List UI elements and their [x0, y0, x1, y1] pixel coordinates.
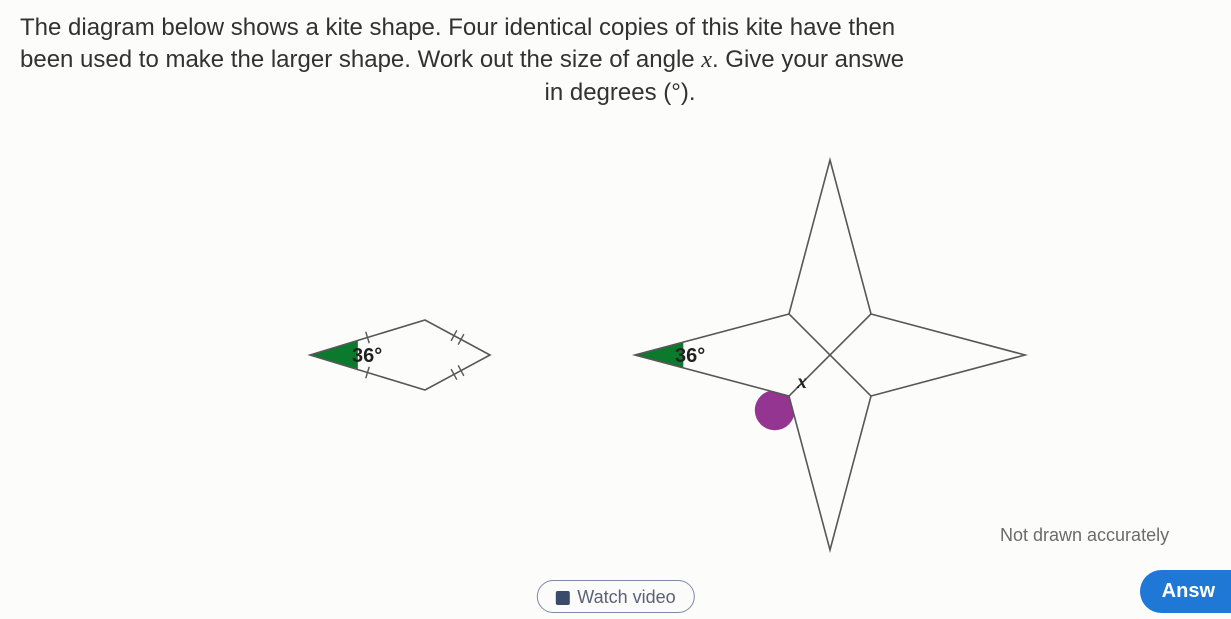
star-angle-label: 36°: [675, 345, 705, 367]
problem-line-2: been used to make the larger shape. Work…: [20, 44, 1220, 76]
watch-video-button[interactable]: Watch video: [536, 580, 694, 613]
diagram-stage: 36° 36° x: [0, 135, 1231, 575]
star-shape: 36° x: [635, 160, 1025, 550]
angle-x-marker: [755, 391, 794, 430]
answer-button[interactable]: Answ: [1140, 570, 1231, 613]
kite-shape: 36°: [310, 320, 490, 390]
not-drawn-accurately-label: Not drawn accurately: [1000, 525, 1169, 546]
angle-x-label: x: [796, 371, 807, 393]
problem-line-3: in degrees (°).: [20, 77, 1220, 109]
video-icon: [555, 591, 569, 605]
kite-angle-marker: [310, 340, 358, 369]
kite-angle-label: 36°: [352, 345, 382, 367]
problem-statement: The diagram below shows a kite shape. Fo…: [20, 12, 1220, 109]
answer-button-label: Answ: [1162, 580, 1215, 602]
problem-line-1: The diagram below shows a kite shape. Fo…: [20, 12, 1220, 44]
diagram-svg: 36° 36° x: [0, 135, 1231, 575]
watch-video-label: Watch video: [577, 587, 675, 608]
